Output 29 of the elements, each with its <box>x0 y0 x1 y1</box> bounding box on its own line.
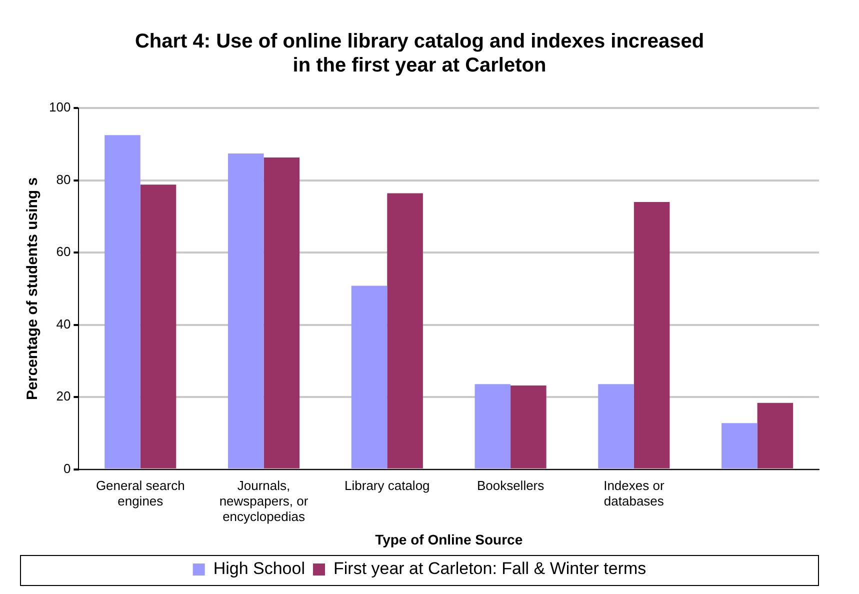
bar <box>510 386 546 468</box>
bar <box>474 384 511 468</box>
text: in the first year at Carleton <box>292 54 546 77</box>
y-tick-label: 60 <box>56 244 71 260</box>
x-tick-label: Booksellers <box>476 478 545 493</box>
legend-label: First year at Carleton: Fall & Winter terms <box>333 559 646 578</box>
y-axis-title: Percentage of students using s <box>24 177 42 400</box>
y-tick-label: 80 <box>56 172 71 187</box>
y-tick-label: 40 <box>56 316 71 332</box>
bar <box>264 158 300 468</box>
y-tick-label: 100 <box>48 100 71 115</box>
bar <box>757 402 794 468</box>
x-tick-label: Journals, newspapers, or encyclopedias <box>219 478 309 524</box>
y-tick-label: 0 <box>63 460 71 476</box>
bar <box>351 286 388 468</box>
x-axis-title: Type of Online Source <box>375 531 523 548</box>
y-tick-label: 20 <box>56 388 71 404</box>
x-tick-label: Library catalog <box>344 478 430 493</box>
text: Chart 4: Use of online library catalog and indexes increased <box>134 30 704 53</box>
bar <box>104 135 140 468</box>
bar <box>387 193 423 468</box>
bar <box>228 154 264 468</box>
legend-label: High School <box>213 559 305 578</box>
x-tick-label: General search engines <box>96 478 185 508</box>
x-tick-label: Indexes or databases <box>604 478 665 508</box>
bar <box>598 384 634 468</box>
bar <box>634 202 670 468</box>
bar <box>722 423 758 468</box>
bar <box>140 184 176 468</box>
